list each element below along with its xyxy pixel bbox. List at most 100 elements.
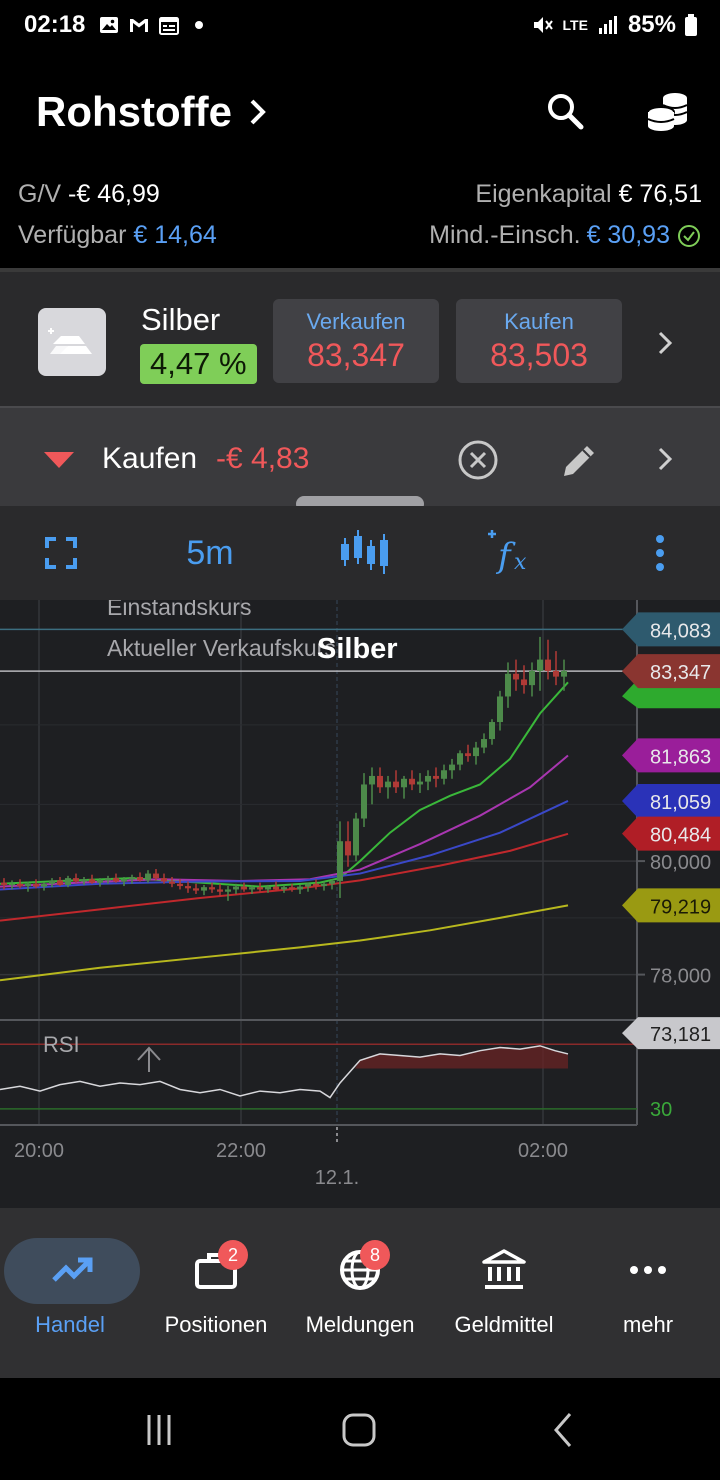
- price-axis: 80,000 78,000: [637, 852, 711, 988]
- close-circle-icon: [458, 440, 498, 480]
- change-badge: 4,47 %: [140, 344, 257, 384]
- nav-label-meldungen: Meldungen: [305, 1312, 415, 1337]
- level-tag-current-shape: [622, 654, 720, 689]
- candles: [1, 636, 567, 901]
- chevron-right-icon: [658, 331, 673, 355]
- interval-selector[interactable]: 5m: [170, 526, 250, 580]
- level-tag-ma-shape: [622, 783, 720, 818]
- price-tick-label: 78,000: [650, 966, 711, 988]
- position-details-button[interactable]: [650, 444, 680, 474]
- back-button[interactable]: [538, 1408, 588, 1452]
- candle-body: [17, 883, 23, 887]
- moving-average-line: [0, 904, 569, 982]
- candle-body: [241, 886, 247, 890]
- account-summary: G/V -€ 46,99 Eigenkapital € 76,51 Verfüg…: [0, 172, 720, 268]
- legend-current-price: Aktueller Verkaufskurs: [107, 635, 336, 661]
- home-button[interactable]: [334, 1408, 384, 1452]
- candle-body: [257, 887, 263, 890]
- level-tag-entry-shape: [622, 612, 720, 647]
- level-tags: 84,083 83,347 81,863 81,059 80,484 79,219 73,1…: [622, 612, 720, 1121]
- candle-body: [169, 881, 175, 884]
- pencil-icon: [564, 446, 594, 476]
- candle-body: [129, 876, 135, 880]
- candle-body: [369, 775, 375, 785]
- level-tag-entry: 84,083: [622, 612, 720, 647]
- candle-body: [537, 659, 543, 671]
- close-position-button[interactable]: [456, 438, 500, 482]
- available-label: Verfügbar: [18, 221, 127, 249]
- battery-icon: [685, 14, 697, 36]
- nav-geldmittel[interactable]: Geldmittel: [434, 1238, 574, 1348]
- chevron-right-icon: [658, 447, 673, 471]
- open-position-row[interactable]: Kaufen -€ 4,83: [0, 406, 720, 506]
- candle-body: [33, 883, 39, 887]
- battery-percent: 85%: [627, 11, 676, 38]
- candle-body: [273, 886, 279, 890]
- candle-body: [449, 764, 455, 771]
- candle-body: [345, 841, 351, 856]
- candle-body: [233, 886, 239, 890]
- position-direction: Kaufen: [102, 442, 198, 475]
- moving-average-line: [0, 832, 569, 922]
- signal-icon: [598, 16, 617, 34]
- back-icon: [554, 1413, 572, 1447]
- candle-body: [105, 878, 111, 881]
- sell-button[interactable]: Verkaufen 83,347: [273, 299, 439, 383]
- candle-body: [409, 778, 415, 785]
- moving-average-line: [0, 800, 569, 891]
- chart-canvas[interactable]: 80,000 78,000 84,083 83,347 81,863 81,059 80,…: [0, 600, 720, 1208]
- candle-body: [177, 883, 183, 887]
- news-badge: 8: [360, 1240, 390, 1270]
- mute-icon: [533, 17, 553, 33]
- trend-up-icon: [52, 1257, 93, 1282]
- recent-apps-button[interactable]: [134, 1408, 184, 1452]
- nav-handel[interactable]: Handel: [0, 1238, 140, 1348]
- chart-title: Silber: [317, 633, 398, 665]
- system-navigation: [0, 1378, 720, 1480]
- candle-body: [209, 887, 215, 890]
- more-vertical-icon: [656, 535, 664, 571]
- edit-position-button[interactable]: [558, 438, 602, 482]
- buy-button[interactable]: Kaufen 83,503: [456, 299, 622, 383]
- legend-entry-price: Einstandskurs: [107, 600, 251, 620]
- price-chart[interactable]: 80,000 78,000 84,083 83,347 81,863 81,059 80,…: [0, 600, 720, 1208]
- candle-body: [489, 722, 495, 740]
- candle-body: [41, 883, 47, 887]
- nav-positionen[interactable]: 2 Positionen: [146, 1238, 286, 1348]
- fullscreen-button[interactable]: [36, 526, 86, 580]
- indicators-button[interactable]: f x: [482, 526, 542, 580]
- category-title[interactable]: Rohstoffe: [36, 88, 268, 136]
- candle-body: [137, 876, 143, 881]
- candle-body: [73, 878, 79, 882]
- candle-body: [313, 883, 319, 887]
- chart-toolbar: 5m f x: [0, 506, 720, 600]
- candle-body: [385, 781, 391, 788]
- candle-body: [353, 818, 359, 856]
- candle-body: [97, 880, 103, 883]
- more-options-button[interactable]: [640, 526, 680, 580]
- candle-body: [121, 879, 127, 882]
- candle-body: [417, 781, 423, 785]
- coins-button[interactable]: [642, 86, 692, 136]
- gallery-icon: [100, 17, 118, 33]
- nav-meldungen[interactable]: 8 Meldungen: [290, 1238, 430, 1348]
- fullscreen-icon: [45, 537, 77, 569]
- calendar-icon: [159, 17, 179, 35]
- nav-label-positionen: Positionen: [164, 1312, 268, 1337]
- nav-mehr[interactable]: mehr: [578, 1238, 718, 1348]
- candle-body: [425, 775, 431, 782]
- candle-body: [497, 696, 503, 723]
- time-tick-label: 20:00: [14, 1140, 64, 1162]
- level-tag-ma-shape: [622, 816, 720, 851]
- candle-body: [393, 781, 399, 788]
- search-button[interactable]: [540, 86, 590, 136]
- instrument-details-button[interactable]: [650, 328, 680, 358]
- interval-label: 5m: [186, 533, 234, 572]
- svg-text:x: x: [514, 550, 527, 575]
- coins-icon: [647, 93, 688, 131]
- chart-type-button[interactable]: [332, 526, 394, 580]
- instrument-name: Silber: [141, 302, 221, 337]
- sell-price: 83,347: [307, 337, 405, 373]
- nav-label-mehr: mehr: [622, 1312, 674, 1337]
- candle-body: [265, 886, 271, 890]
